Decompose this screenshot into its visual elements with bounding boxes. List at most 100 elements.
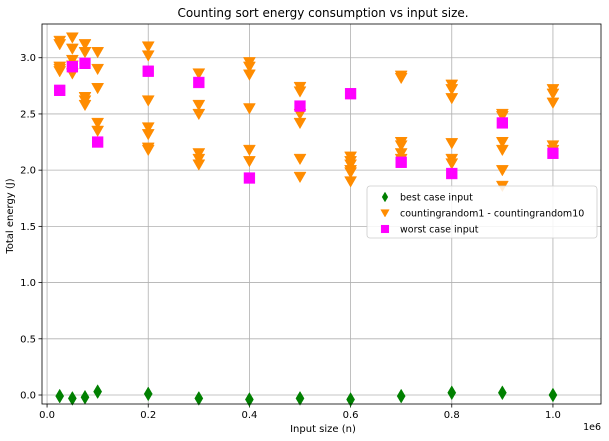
chart-title: Counting sort energy consumption vs inpu…	[177, 6, 468, 20]
data-point	[192, 68, 206, 80]
data-point	[495, 165, 509, 177]
data-point	[79, 57, 91, 69]
x-tick-label: 0.2	[140, 410, 156, 421]
legend-marker	[380, 224, 390, 234]
data-point	[78, 39, 92, 51]
data-point	[65, 54, 79, 67]
series-worst-case-input	[54, 57, 559, 184]
data-point	[192, 148, 206, 160]
data-point	[344, 167, 358, 179]
data-point	[91, 63, 105, 76]
x-tick-label: 0.0	[39, 410, 55, 421]
data-point	[445, 84, 459, 96]
data-point	[394, 72, 408, 85]
data-point	[294, 100, 306, 112]
data-point	[141, 129, 155, 141]
data-point	[495, 144, 509, 157]
data-point	[242, 144, 256, 157]
y-tick-label: 0.0	[20, 391, 36, 402]
legend-label: countingrandom1 - countingrandom10	[400, 209, 584, 220]
data-point	[242, 69, 256, 81]
data-point	[66, 61, 79, 73]
data-point	[346, 392, 355, 407]
data-point	[193, 76, 205, 89]
y-tick-label: 0.5	[20, 334, 36, 345]
legend-label: worst case input	[400, 225, 479, 236]
data-point	[293, 171, 307, 184]
data-point	[93, 384, 103, 400]
data-point	[192, 153, 206, 166]
data-point	[394, 140, 408, 152]
data-point	[496, 117, 509, 129]
legend-box	[366, 185, 598, 239]
data-point	[446, 167, 458, 180]
data-point	[245, 392, 254, 407]
axes: 0.0 0.2 0.4 0.6 0.8 1.0 0.0 0.5 1.0 1.5 2.0 2.5 3.0	[20, 53, 561, 421]
data-point	[142, 65, 154, 77]
data-point	[295, 390, 305, 406]
data-point	[54, 84, 66, 96]
data-point	[243, 172, 256, 184]
data-point	[344, 176, 358, 188]
data-point	[143, 386, 153, 402]
data-point	[78, 99, 92, 112]
data-point	[192, 99, 206, 112]
data-point	[141, 122, 155, 134]
data-point	[344, 88, 357, 100]
data-point	[91, 83, 105, 95]
data-point	[447, 385, 457, 401]
data-point	[141, 41, 155, 53]
data-point	[293, 117, 307, 130]
y-tick-label: 2.5	[20, 109, 36, 120]
y-tick-label: 1.5	[20, 222, 36, 233]
data-point	[141, 144, 155, 157]
legend: best case input countingrandom1 - countin…	[366, 185, 598, 239]
data-point	[548, 387, 558, 403]
data-point	[141, 95, 155, 107]
data-point	[394, 148, 408, 160]
x-tick-label: 0.4	[241, 410, 257, 421]
data-point	[91, 125, 105, 138]
series-best-case-input	[55, 384, 558, 407]
legend-marker	[381, 191, 389, 203]
data-point	[65, 43, 79, 55]
data-point	[495, 136, 509, 149]
data-point	[242, 61, 256, 73]
y-tick-label: 1.0	[20, 278, 36, 289]
data-point	[445, 138, 459, 150]
data-point	[91, 47, 105, 59]
data-point	[445, 158, 459, 170]
data-point	[67, 390, 77, 406]
data-point	[495, 111, 509, 123]
data-point	[53, 66, 67, 78]
data-point	[141, 50, 155, 62]
legend-label: best case input	[400, 193, 473, 204]
data-point	[78, 47, 92, 59]
plot-border	[41, 23, 602, 405]
data-point	[242, 103, 256, 115]
data-point	[242, 156, 256, 168]
x-tick-label: 1.0	[545, 410, 561, 421]
data-point	[192, 159, 206, 171]
data-marks	[53, 32, 560, 407]
data-point	[91, 117, 105, 130]
y-tick-label: 3.0	[20, 53, 36, 64]
data-point	[65, 32, 79, 44]
data-point	[546, 97, 560, 109]
data-point	[445, 93, 459, 105]
data-point	[497, 385, 507, 401]
y-tick-label: 2.0	[20, 166, 36, 177]
x-axis-offset-label: 1e6	[583, 422, 601, 433]
legend-marker	[380, 209, 390, 218]
data-point	[396, 388, 406, 404]
data-point	[547, 147, 559, 159]
x-axis-label: Input size (n)	[290, 424, 356, 435]
data-point	[192, 108, 206, 121]
data-point	[344, 159, 358, 171]
data-point	[91, 136, 104, 148]
data-point	[293, 86, 307, 98]
data-point	[395, 156, 407, 168]
x-tick-label: 0.6	[343, 410, 359, 421]
data-point	[293, 153, 307, 166]
